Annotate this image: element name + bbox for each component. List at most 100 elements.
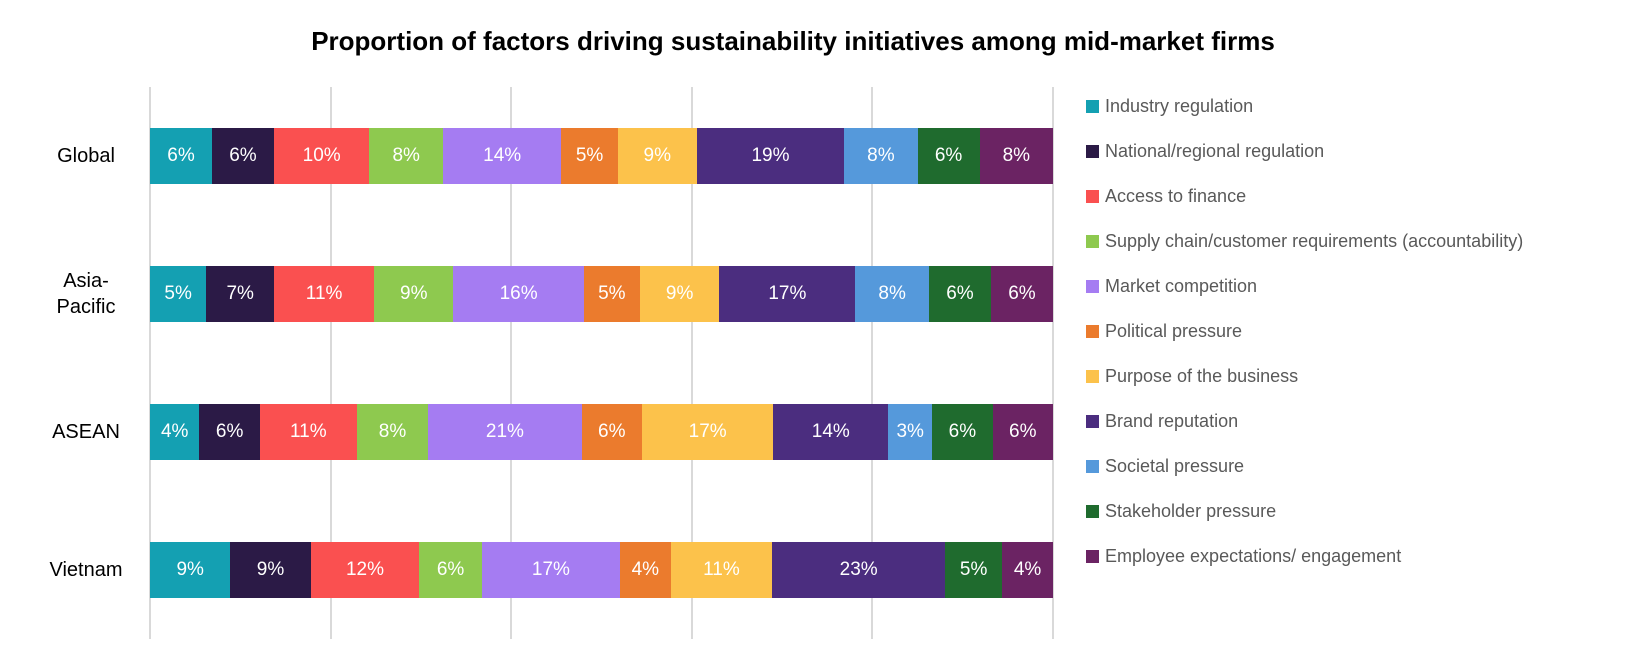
legend-item: Access to finance — [1086, 174, 1523, 219]
data-label: 17% — [768, 283, 807, 304]
data-label: 6% — [1008, 283, 1036, 304]
bar-segment: 6% — [419, 542, 482, 598]
data-label: 6% — [215, 421, 244, 442]
legend-item: Purpose of the business — [1086, 354, 1523, 399]
bar-segment: 5% — [561, 128, 618, 184]
bar-segment: 3% — [888, 404, 933, 460]
data-label: 19% — [751, 145, 790, 166]
data-label: 6% — [948, 421, 977, 442]
data-label: 9% — [643, 145, 671, 166]
bar-segment: 14% — [442, 128, 562, 184]
legend-swatch-icon — [1086, 370, 1099, 383]
gridline-40 — [510, 87, 513, 639]
bar-segment: 5% — [583, 266, 640, 322]
legend-item: Political pressure — [1086, 309, 1523, 354]
gridline-80 — [871, 87, 874, 639]
data-label: 10% — [302, 145, 341, 166]
legend-label: Purpose of the business — [1105, 366, 1299, 386]
data-label: 5% — [959, 559, 988, 580]
legend-label: Supply chain/customer requirements (acco… — [1105, 231, 1524, 251]
legend-item: Industry regulation — [1086, 84, 1523, 129]
data-label: 5% — [575, 145, 604, 166]
bar-segment: 12% — [310, 542, 420, 598]
legend-item: Employee expectations/ engagement — [1086, 534, 1523, 579]
legend-item: Societal pressure — [1086, 444, 1523, 489]
bar-segment: 9% — [617, 128, 697, 184]
legend-swatch-icon — [1086, 190, 1099, 203]
legend-label: Societal pressure — [1105, 456, 1245, 476]
bar-segment: 6% — [917, 128, 980, 184]
data-label: 9% — [176, 559, 204, 580]
bar-segment: 23% — [772, 542, 946, 598]
data-label: 21% — [485, 421, 524, 442]
bar-segment: 7% — [206, 266, 275, 322]
legend-item: National/regional regulation — [1086, 129, 1523, 174]
legend-item: Supply chain/customer requirements (acco… — [1086, 219, 1523, 264]
bar-segment: 4% — [150, 404, 200, 460]
legend-swatch-icon — [1086, 145, 1099, 158]
category-label: ASEAN — [52, 421, 120, 443]
bar-segment: 8% — [855, 266, 929, 322]
gridline-60 — [690, 87, 693, 639]
legend-label: Political pressure — [1105, 321, 1243, 341]
legend-swatch-icon — [1086, 100, 1099, 113]
legend-label: National/regional regulation — [1105, 141, 1325, 161]
legend: Industry regulation National/regional reg… — [1086, 84, 1523, 579]
bar-segment: 5% — [150, 266, 207, 322]
bar-row-asean: 4% 6% 11% 8% 21% 6% 17% 14% 3% 6% 6% — [150, 404, 1053, 460]
bar-segment: 8% — [356, 404, 429, 460]
bar-segment: 19% — [696, 128, 845, 184]
data-label: 23% — [839, 559, 878, 580]
bar-segment: 14% — [773, 404, 889, 460]
bar-segment: 17% — [481, 542, 620, 598]
data-label: 14% — [811, 421, 850, 442]
data-label: 8% — [378, 421, 407, 442]
data-label: 9% — [665, 283, 694, 304]
legend-item: Stakeholder pressure — [1086, 489, 1523, 534]
data-label: 6% — [1009, 421, 1037, 442]
data-label: 17% — [531, 559, 570, 580]
data-label: 5% — [164, 283, 192, 304]
data-label: 8% — [867, 145, 895, 166]
bar-row-global: 6% 6% 10% 8% 14% 5% 9% 19% 8% 6% 8% — [150, 128, 1054, 184]
bar-segment: 6% — [150, 128, 212, 184]
bar-segment: 17% — [641, 404, 774, 460]
bar-segment: 6% — [199, 404, 260, 460]
legend-label: Employee expectations/ engagement — [1105, 546, 1402, 566]
bar-segment: 17% — [719, 266, 856, 322]
legend-swatch-icon — [1086, 415, 1099, 428]
bar-segment: 21% — [428, 404, 582, 460]
gridline-20 — [329, 87, 332, 639]
bar-segment: 4% — [1002, 542, 1054, 598]
category-label: Asia-Pacific — [56, 270, 116, 318]
bar-segment: 9% — [230, 542, 311, 598]
data-label: 8% — [878, 283, 906, 304]
gridline-100 — [1052, 87, 1054, 639]
data-label: 17% — [688, 421, 727, 442]
bar-segment: 6% — [928, 266, 991, 322]
bar-segment: 11% — [259, 404, 357, 460]
data-label: 11% — [703, 559, 740, 580]
legend-swatch-icon — [1086, 550, 1099, 563]
bar-segment: 4% — [619, 542, 671, 598]
data-label: 4% — [160, 421, 189, 442]
legend-swatch-icon — [1086, 235, 1099, 248]
data-label: 5% — [598, 283, 626, 304]
legend-swatch-icon — [1086, 460, 1099, 473]
bar-segment: 16% — [453, 266, 584, 322]
legend-label: Industry regulation — [1105, 96, 1254, 116]
data-label: 4% — [1013, 559, 1042, 580]
bar-segment: 6% — [211, 128, 274, 184]
chart-title: Proportion of factors driving sustainabi… — [311, 26, 1275, 56]
bar-segment: 8% — [844, 128, 918, 184]
category-label: Vietnam — [49, 559, 123, 581]
bar-row-vietnam: 9% 9% 12% 6% 17% 4% 11% 23% 5% 4% — [150, 542, 1054, 598]
data-label: 6% — [167, 145, 195, 166]
bar-segment: 9% — [374, 266, 454, 322]
bar-segment: 9% — [150, 542, 231, 598]
bar-segment: 8% — [369, 128, 443, 184]
data-label: 4% — [631, 559, 660, 580]
bar-segment: 9% — [639, 266, 720, 322]
bar-segment: 6% — [990, 266, 1053, 322]
